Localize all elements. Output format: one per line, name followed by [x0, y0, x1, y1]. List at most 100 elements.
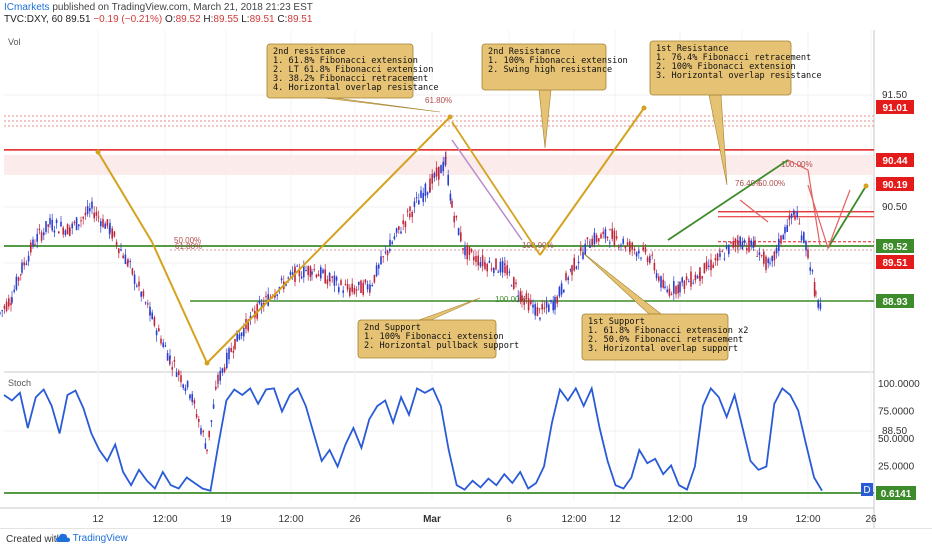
x-tick-label: 12 — [92, 514, 104, 525]
candle-body — [147, 303, 149, 305]
symbol-name[interactable]: TVC:DXY, 60 — [4, 14, 63, 25]
x-tick-label: Mar — [423, 514, 441, 525]
candle-body — [569, 269, 572, 271]
candle-body — [23, 262, 25, 266]
candle-body — [606, 236, 609, 239]
price-marker-label: 88.93 — [882, 297, 907, 308]
candle-body — [703, 263, 706, 274]
candle-body — [111, 228, 113, 239]
candle-body — [620, 244, 622, 246]
candle-body — [364, 279, 367, 283]
candle-body — [756, 255, 758, 257]
created-with-text: Created with — [6, 534, 63, 545]
candle-body — [415, 197, 418, 199]
arrow-tip — [641, 105, 647, 111]
candle-body — [25, 263, 28, 265]
candle-body — [589, 244, 591, 248]
candle-body — [580, 247, 582, 252]
candle-body — [532, 304, 534, 308]
candle-body — [790, 213, 793, 219]
author-name[interactable]: ICmarkets — [4, 2, 50, 13]
candle-body — [230, 348, 232, 352]
x-tick-label: 12:00 — [278, 514, 303, 525]
candle-body — [169, 355, 171, 360]
candle-body — [501, 261, 504, 273]
candle-body — [685, 276, 688, 281]
candle-body — [782, 235, 784, 240]
candle-body — [447, 174, 449, 186]
candle-body — [484, 262, 486, 269]
candle-body — [251, 309, 254, 311]
candle-body — [313, 269, 315, 271]
candle-body — [289, 272, 292, 275]
candle-body — [775, 247, 778, 254]
candle-body — [305, 270, 307, 272]
y-tick-label: 88.50 — [882, 426, 907, 437]
candle-body — [13, 289, 15, 292]
x-tick-label: 6 — [506, 514, 512, 525]
candle-body — [571, 265, 573, 276]
candle-body — [748, 237, 750, 252]
candle-body — [144, 302, 147, 304]
candle-body — [317, 274, 320, 277]
candle-body — [699, 267, 701, 282]
candle-body — [208, 430, 210, 438]
candle-body — [204, 443, 207, 449]
arrow-tip — [204, 360, 210, 366]
candle-body — [541, 304, 543, 310]
candle-body — [182, 384, 184, 389]
candle-body — [662, 279, 664, 288]
candle-body — [681, 277, 683, 283]
candle-body — [265, 295, 267, 298]
tradingview-logo[interactable]: TradingView — [56, 533, 128, 544]
annotation-text: 1st Support — [588, 317, 645, 327]
candle-body — [43, 232, 45, 236]
candle-body — [644, 247, 647, 253]
chart-header: ICmarkets published on TradingView.com, … — [0, 0, 932, 28]
candle-body — [171, 367, 173, 370]
candle-body — [451, 200, 453, 208]
candle-body — [586, 237, 589, 240]
candle-body — [615, 236, 618, 239]
candle-body — [240, 332, 243, 337]
annotation-text: 1. 61.8% Fibonacci extension x2 — [588, 326, 748, 336]
annotation-box — [581, 313, 729, 361]
candle-body — [515, 282, 517, 285]
candle-body — [807, 249, 809, 259]
arrow-tip — [447, 114, 453, 120]
candle-body — [413, 201, 416, 207]
candle-body — [389, 239, 391, 246]
pane-label-vol: Vol — [8, 37, 21, 47]
trend-line — [151, 241, 208, 364]
candle-body — [20, 274, 22, 276]
candle-body — [730, 242, 732, 244]
candle-body — [721, 251, 723, 253]
candle-body — [725, 246, 728, 249]
ohlc-open-label: O: — [165, 14, 176, 25]
ohlc-close-label: C: — [277, 14, 288, 25]
candle-body — [798, 223, 801, 225]
candle-body — [525, 293, 528, 299]
candle-body — [118, 248, 120, 254]
candle-body — [624, 246, 627, 249]
fib-level-label: 76.40% — [735, 179, 762, 188]
candle-body — [136, 285, 138, 287]
price-marker-label: 89.51 — [882, 258, 907, 269]
candle-body — [260, 302, 263, 309]
candle-body — [728, 244, 730, 255]
candle-body — [287, 277, 289, 279]
candle-body — [100, 221, 102, 227]
candle-body — [311, 271, 313, 275]
candle-body — [11, 297, 13, 303]
candle-body — [556, 296, 558, 304]
candle-body — [582, 251, 584, 259]
annotation-text: 2. 50.0% Fibonacci retracement — [588, 335, 743, 345]
candle-body — [95, 211, 98, 216]
candle-body — [353, 287, 356, 294]
candle-body — [8, 298, 10, 307]
candle-body — [445, 157, 447, 159]
candle-body — [309, 266, 312, 277]
candle-body — [55, 219, 58, 224]
candle-body — [340, 280, 342, 285]
